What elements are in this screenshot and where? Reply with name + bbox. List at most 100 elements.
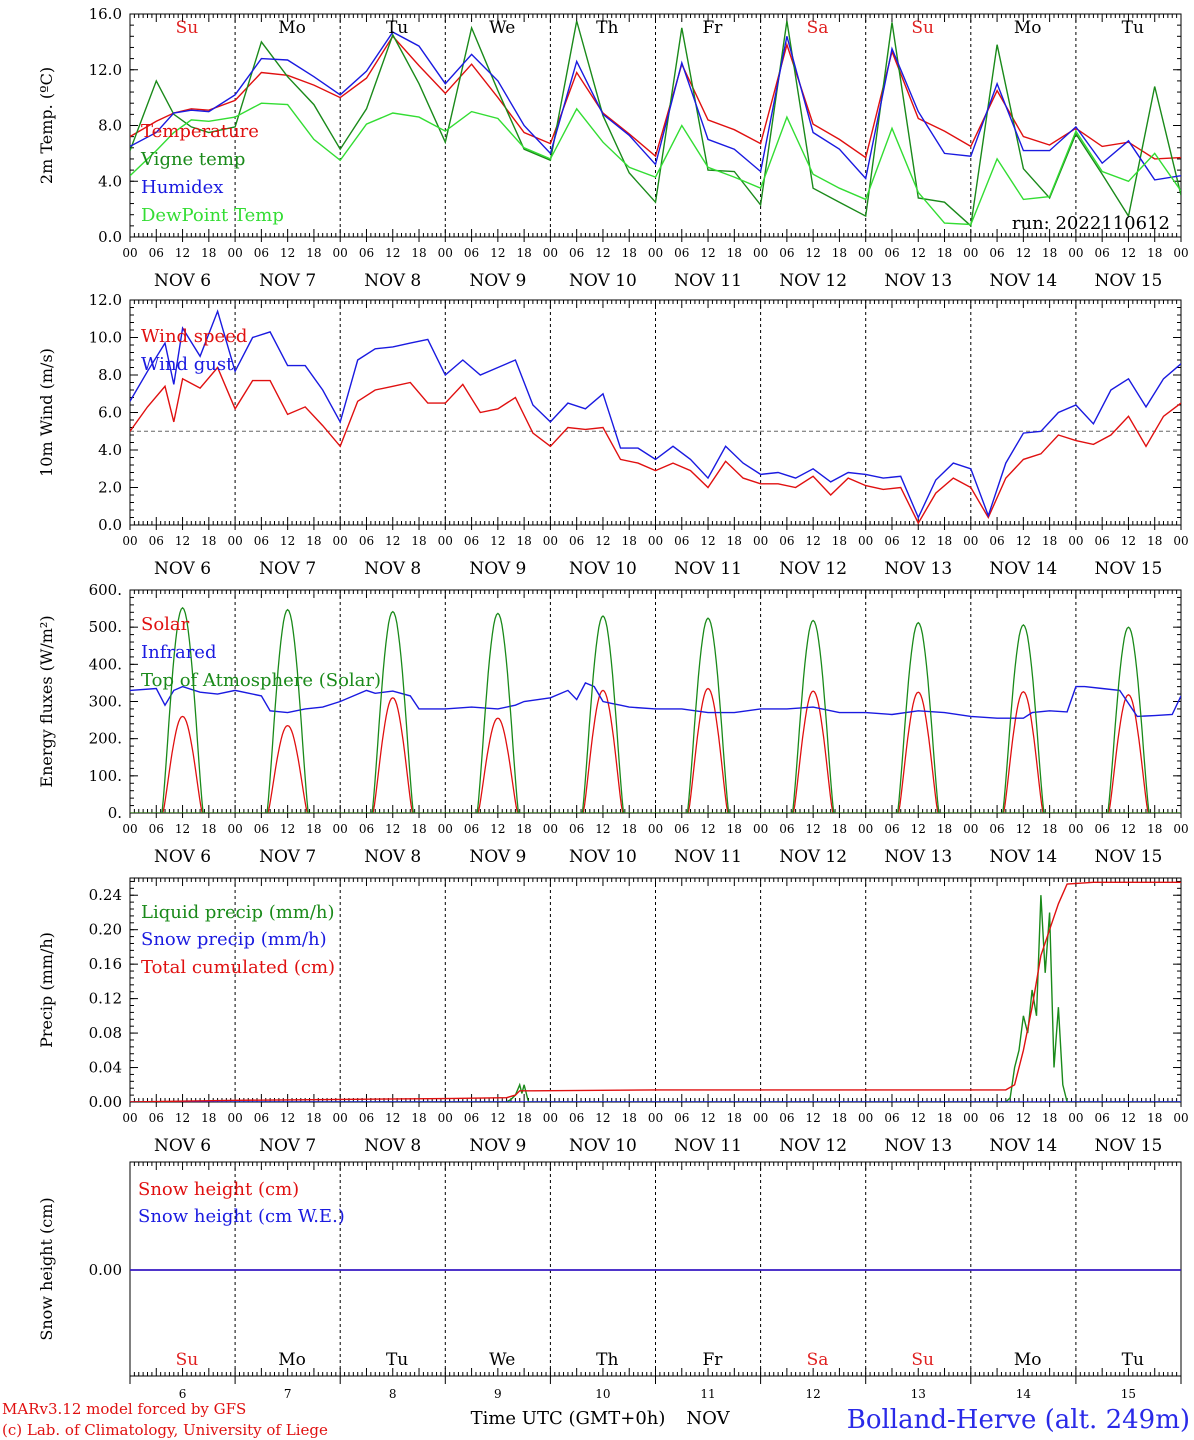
hour-label: 00 [543,822,558,836]
hour-label: 18 [937,1111,952,1125]
hour-label: 18 [727,534,742,548]
hour-label: 18 [411,534,426,548]
hour-label: 12 [911,246,926,260]
day-number: 7 [284,1387,292,1401]
hour-label: 06 [254,1111,269,1125]
y-tick-label: 10.0 [89,329,122,347]
hour-label: 18 [1147,534,1162,548]
legend-entry: Solar [141,614,190,635]
hour-label: 12 [1121,822,1136,836]
legend-entry: Temperature [141,121,259,142]
weekday-label-top: Th [596,18,618,38]
day-number: 14 [1016,1387,1032,1401]
date-label: NOV 7 [259,847,316,867]
hour-label: 00 [1173,1111,1188,1125]
day-number: 8 [389,1387,397,1401]
hour-label: 18 [1147,1111,1162,1125]
hour-label: 18 [201,246,216,260]
date-label: NOV 7 [259,1136,316,1156]
date-label: NOV 10 [569,1136,637,1156]
hour-label: 18 [622,822,637,836]
hour-label: 00 [858,822,873,836]
plot-frame [129,299,1182,526]
hour-label: 00 [648,534,663,548]
hour-label: 12 [595,1111,610,1125]
weekday-label-top: Mo [278,18,306,38]
panel-5: Snow height (cm) 0.00 Snow height (cm) Snow… [37,1161,1182,1377]
hour-label: 06 [884,534,899,548]
hour-label: 12 [700,1111,715,1125]
hour-label: 18 [411,246,426,260]
hour-label: 18 [937,822,952,836]
y-axis-label: Precip (mm/h) [37,932,56,1048]
hour-label: 00 [333,534,348,548]
hour-label: 18 [201,822,216,836]
hour-label: 12 [175,534,190,548]
y-tick-label: 0.00 [89,1261,122,1279]
hour-label: 12 [280,534,295,548]
date-label: NOV 11 [674,559,742,579]
hour-label: 06 [149,246,164,260]
date-label: NOV 13 [884,271,952,291]
hour-label: 06 [254,822,269,836]
hour-label: 00 [858,534,873,548]
hour-label: 06 [464,822,479,836]
legend-entry: Wind gust [141,354,234,375]
hour-label: 00 [227,1111,242,1125]
hour-label: 06 [569,1111,584,1125]
hour-label: 06 [149,1111,164,1125]
weekday-label-bottom: Mo [1014,1350,1042,1370]
hour-label: 00 [1068,246,1083,260]
hour-label: 18 [306,246,321,260]
hour-label: 00 [122,246,137,260]
hour-label: 12 [280,246,295,260]
weekday-label-bottom: Th [596,1350,618,1370]
weekday-label-bottom: Fr [702,1350,723,1370]
weekday-label-top: Su [911,18,934,38]
y-tick-label: 0.20 [89,921,122,939]
series-line-1 [130,895,1181,1102]
hour-label: 18 [411,1111,426,1125]
y-axis-label: Snow height (cm) [37,1197,56,1340]
date-label: NOV 13 [884,1136,952,1156]
plot-frame [129,13,1182,238]
legend-entry: Wind speed [141,326,247,347]
hour-label: 18 [937,246,952,260]
weekday-label-top: Su [176,18,199,38]
hour-label: 00 [122,1111,137,1125]
hour-label: 06 [149,822,164,836]
hour-label: 12 [280,1111,295,1125]
panel-4: Precip (mm/h) 0.00 0.04 0.08 0.12 0.16 0.20 0.2… [37,877,1189,1156]
series-line-2 [130,20,1181,228]
weekday-label-top: We [489,18,515,38]
hour-label: 06 [779,246,794,260]
series-line-3 [161,606,1150,813]
hour-label: 00 [333,1111,348,1125]
hour-label: 00 [753,822,768,836]
hour-label: 06 [779,1111,794,1125]
hour-label: 12 [595,822,610,836]
date-label: NOV 12 [779,1136,847,1156]
hour-label: 12 [806,822,821,836]
y-tick-label: 600. [89,581,122,599]
hour-label: 12 [280,822,295,836]
series-group [130,309,1181,525]
credit-line-1: MARv3.12 model forced by GFS [2,1400,246,1418]
y-axis-label: Energy fluxes (W/m²) [37,615,56,787]
hour-label: 00 [1068,534,1083,548]
series-line-3 [130,881,1181,1102]
series-line-1 [130,35,1181,160]
hour-label: 00 [438,534,453,548]
x-axis-label: Time UTC (GMT+0h) [471,1408,666,1429]
hour-label: 18 [832,534,847,548]
date-label: NOV 15 [1095,1136,1163,1156]
y-tick-label: 6.0 [98,404,122,422]
date-label: NOV 7 [259,559,316,579]
date-label: NOV 14 [989,271,1057,291]
hour-label: 00 [858,246,873,260]
hour-label: 12 [1121,1111,1136,1125]
hour-label: 00 [753,246,768,260]
date-label: NOV 14 [989,1136,1057,1156]
y-tick-label: 0.08 [89,1024,122,1042]
